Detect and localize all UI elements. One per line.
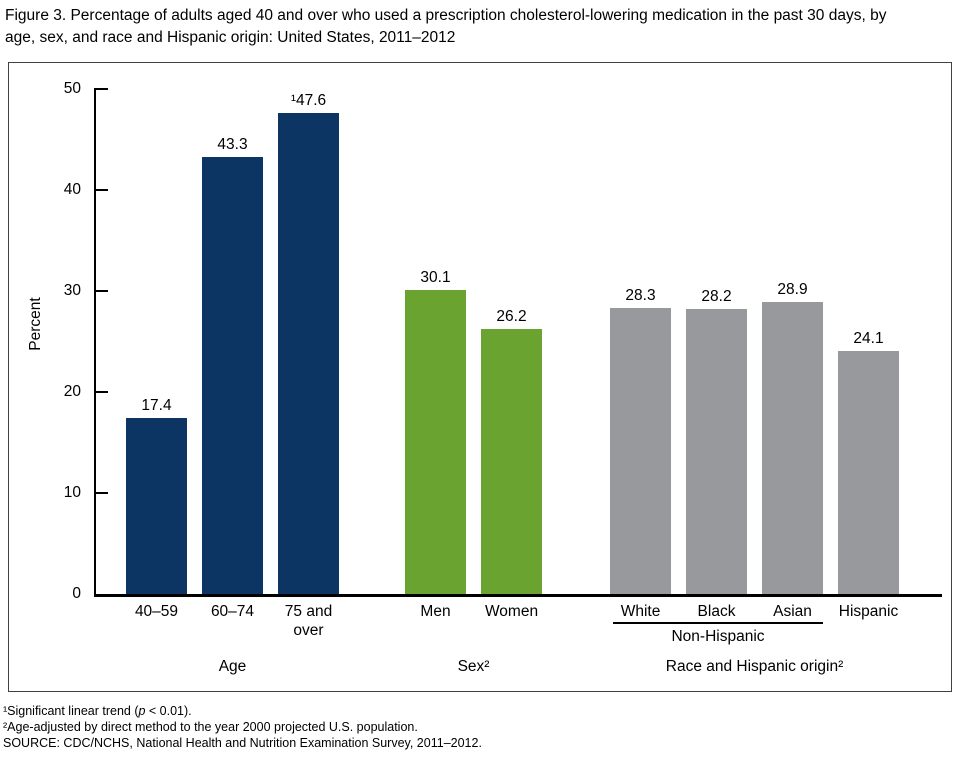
category-label-white: White: [620, 603, 661, 620]
y-tick-label-20: 20: [63, 383, 81, 400]
bar-75-and-over: [278, 113, 339, 594]
category-label-women: Women: [484, 603, 539, 620]
category-label-asian: Asian: [773, 603, 812, 620]
category-label-40-59: 40–59: [134, 603, 179, 620]
category-label-60-74: 60–74: [210, 603, 255, 620]
bar-value-label-75-and-over: ¹47.6: [290, 92, 327, 109]
bar-black: [686, 309, 747, 594]
category-label-black: Black: [697, 603, 736, 620]
bar-value-label-men: 30.1: [420, 269, 451, 286]
category-label-hispanic: Hispanic: [838, 603, 899, 620]
y-tick-50: [94, 88, 108, 90]
footnote-source: SOURCE: CDC/NCHS, National Health and Nu…: [3, 736, 482, 750]
y-tick-label-0: 0: [72, 585, 81, 602]
bar-40-59: [126, 418, 187, 594]
y-tick-label-10: 10: [63, 484, 81, 501]
bar-women: [481, 329, 542, 594]
bar-value-label-hispanic: 24.1: [853, 330, 884, 347]
y-axis-line: [94, 89, 96, 597]
bar-men: [405, 290, 466, 594]
bar-white: [610, 308, 671, 594]
group-label-race: Race and Hispanic origin²: [665, 658, 844, 675]
chart-frame: Percent Non-Hispanic Age Sex² Race and H…: [8, 62, 952, 692]
bar-value-label-40-59: 17.4: [141, 397, 172, 414]
category-label-men: Men: [420, 603, 451, 620]
bar-asian: [762, 302, 823, 594]
x-axis-baseline: [94, 594, 942, 597]
figure-title: Figure 3. Percentage of adults aged 40 a…: [5, 7, 887, 46]
bar-hispanic: [838, 351, 899, 594]
group-label-sex: Sex²: [457, 658, 490, 675]
bar-value-label-black: 28.2: [701, 288, 732, 305]
footnote-1-italic-p: p: [138, 704, 146, 718]
non-hispanic-underline: [613, 622, 823, 624]
y-tick-20: [94, 391, 108, 393]
bar-value-label-women: 26.2: [496, 308, 527, 325]
y-tick-label-40: 40: [63, 181, 81, 198]
y-tick-10: [94, 492, 108, 494]
footnote-1: ¹Significant linear trend (p < 0.01).: [3, 704, 192, 718]
non-hispanic-label: Non-Hispanic: [671, 628, 765, 645]
bar-value-label-asian: 28.9: [777, 281, 808, 298]
bar-value-label-60-74: 43.3: [217, 136, 248, 153]
group-label-age: Age: [218, 658, 247, 675]
y-tick-label-30: 30: [63, 282, 81, 299]
y-tick-40: [94, 189, 108, 191]
category-label-75-and-over: 75 and over: [284, 603, 333, 639]
y-tick-30: [94, 290, 108, 292]
bar-value-label-white: 28.3: [625, 287, 656, 304]
y-tick-label-50: 50: [63, 80, 81, 97]
footnote-2: ²Age-adjusted by direct method to the ye…: [3, 720, 418, 734]
footnotes: ¹Significant linear trend (p < 0.01). ²A…: [3, 703, 943, 751]
bar-60-74: [202, 157, 263, 594]
